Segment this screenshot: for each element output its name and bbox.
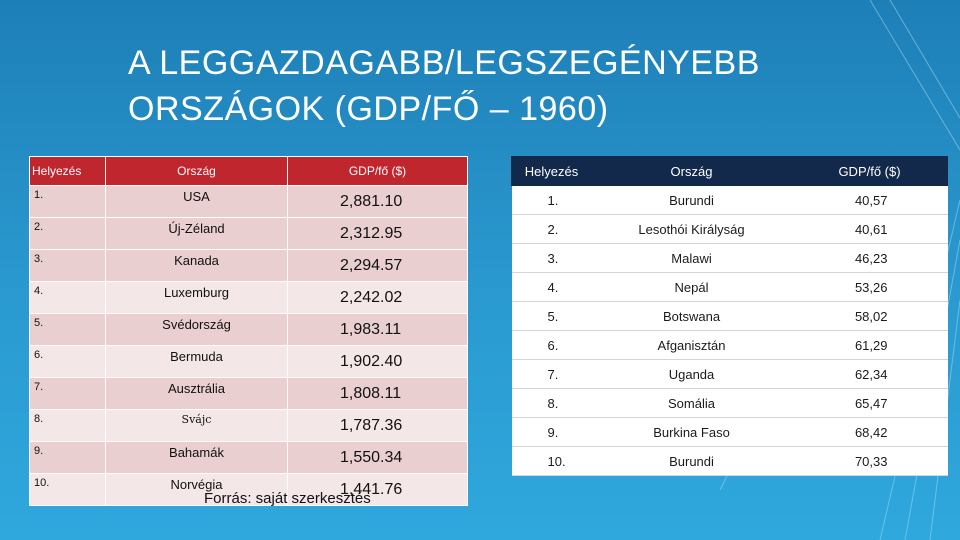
rank-cell: 8.	[29, 409, 106, 442]
rank-cell: 7.	[29, 377, 106, 410]
rank-cell: 8.	[511, 388, 592, 418]
table-header-row: Helyezés Ország GDP/fő ($)	[511, 156, 948, 186]
richest-countries-table: Helyezés Ország GDP/fő ($) 1. USA 2,881.…	[29, 156, 468, 506]
gdp-cell: 70,33	[791, 446, 948, 476]
slide-title: A LEGGAZDAGABB/LEGSZEGÉNYEBB ORSZÁGOK (G…	[128, 40, 828, 132]
rank-cell: 9.	[511, 417, 592, 447]
source-caption: Forrás: saját szerkesztés	[204, 490, 371, 507]
table-row: 4. Luxemburg 2,242.02	[29, 281, 468, 314]
table-row: 1. Burundi 40,57	[511, 185, 948, 215]
rank-cell: 1.	[511, 185, 592, 215]
table-row: 8. Somália 65,47	[511, 388, 948, 418]
rank-cell: 7.	[511, 359, 592, 389]
table-row: 2. Lesothói Királyság 40,61	[511, 214, 948, 244]
rank-cell: 6.	[511, 330, 592, 360]
rank-cell: 1.	[29, 185, 106, 218]
rank-cell: 2.	[511, 214, 592, 244]
rank-cell: 4.	[29, 281, 106, 314]
table-row: 5. Svédország 1,983.11	[29, 313, 468, 346]
gdp-cell: 62,34	[791, 359, 948, 389]
rank-cell: 3.	[511, 243, 592, 273]
country-cell: Svájc	[105, 409, 288, 442]
gdp-cell: 2,312.95	[287, 217, 468, 250]
gdp-cell: 2,294.57	[287, 249, 468, 282]
country-cell: Burkina Faso	[591, 417, 792, 447]
country-cell: Burundi	[591, 185, 792, 215]
gdp-cell: 46,23	[791, 243, 948, 273]
country-cell: Bahamák	[105, 441, 288, 474]
country-cell: Burundi	[591, 446, 792, 476]
gdp-cell: 2,242.02	[287, 281, 468, 314]
country-cell: Kanada	[105, 249, 288, 282]
rank-cell: 5.	[29, 313, 106, 346]
rank-cell: 2.	[29, 217, 106, 250]
table-row: 1. USA 2,881.10	[29, 185, 468, 218]
table-row: 7. Ausztrália 1,808.11	[29, 377, 468, 410]
country-cell: Luxemburg	[105, 281, 288, 314]
poorest-countries-table: Helyezés Ország GDP/fő ($) 1. Burundi 40…	[511, 156, 948, 476]
country-cell: Új-Zéland	[105, 217, 288, 250]
column-header-rank: Helyezés	[511, 156, 592, 186]
country-cell: Svédország	[105, 313, 288, 346]
gdp-cell: 1,441.76	[287, 473, 468, 506]
gdp-cell: 68,42	[791, 417, 948, 447]
country-cell: Ausztrália	[105, 377, 288, 410]
gdp-cell: 1,787.36	[287, 409, 468, 442]
gdp-cell: 1,902.40	[287, 345, 468, 378]
gdp-cell: 61,29	[791, 330, 948, 360]
table-row: 3. Kanada 2,294.57	[29, 249, 468, 282]
table-row: 5. Botswana 58,02	[511, 301, 948, 331]
gdp-cell: 1,550.34	[287, 441, 468, 474]
gdp-cell: 65,47	[791, 388, 948, 418]
rank-cell: 4.	[511, 272, 592, 302]
column-header-gdp: GDP/fő ($)	[287, 156, 468, 186]
table-row: 9. Bahamák 1,550.34	[29, 441, 468, 474]
country-cell: Uganda	[591, 359, 792, 389]
column-header-country: Ország	[105, 156, 288, 186]
country-cell: Nepál	[591, 272, 792, 302]
country-cell: Somália	[591, 388, 792, 418]
rank-cell: 9.	[29, 441, 106, 474]
country-cell: Malawi	[591, 243, 792, 273]
rank-cell: 10.	[29, 473, 106, 506]
title-line-1: A LEGGAZDAGABB/LEGSZEGÉNYEBB	[128, 44, 760, 82]
rank-cell: 10.	[511, 446, 592, 476]
country-cell: USA	[105, 185, 288, 218]
rank-cell: 3.	[29, 249, 106, 282]
country-cell: Norvégia	[105, 473, 288, 506]
country-cell: Afganisztán	[591, 330, 792, 360]
table-row: 2. Új-Zéland 2,312.95	[29, 217, 468, 250]
country-cell: Botswana	[591, 301, 792, 331]
rank-cell: 6.	[29, 345, 106, 378]
gdp-cell: 40,61	[791, 214, 948, 244]
table-row: 4. Nepál 53,26	[511, 272, 948, 302]
table-row: 3. Malawi 46,23	[511, 243, 948, 273]
gdp-cell: 40,57	[791, 185, 948, 215]
gdp-cell: 53,26	[791, 272, 948, 302]
table-header-row: Helyezés Ország GDP/fő ($)	[29, 156, 468, 186]
table-row: 6. Afganisztán 61,29	[511, 330, 948, 360]
gdp-cell: 58,02	[791, 301, 948, 331]
country-cell: Bermuda	[105, 345, 288, 378]
gdp-cell: 1,808.11	[287, 377, 468, 410]
rank-cell: 5.	[511, 301, 592, 331]
table-row: 9. Burkina Faso 68,42	[511, 417, 948, 447]
column-header-rank: Helyezés	[29, 156, 106, 186]
table-row: 10. Norvégia 1,441.76	[29, 473, 468, 506]
gdp-cell: 1,983.11	[287, 313, 468, 346]
gdp-cell: 2,881.10	[287, 185, 468, 218]
table-row: 7. Uganda 62,34	[511, 359, 948, 389]
title-line-2: ORSZÁGOK (GDP/FŐ – 1960)	[128, 90, 609, 128]
table-row: 10. Burundi 70,33	[511, 446, 948, 476]
table-row: 6. Bermuda 1,902.40	[29, 345, 468, 378]
country-cell: Lesothói Királyság	[591, 214, 792, 244]
column-header-gdp: GDP/fő ($)	[791, 156, 948, 186]
column-header-country: Ország	[591, 156, 792, 186]
table-row: 8. Svájc 1,787.36	[29, 409, 468, 442]
